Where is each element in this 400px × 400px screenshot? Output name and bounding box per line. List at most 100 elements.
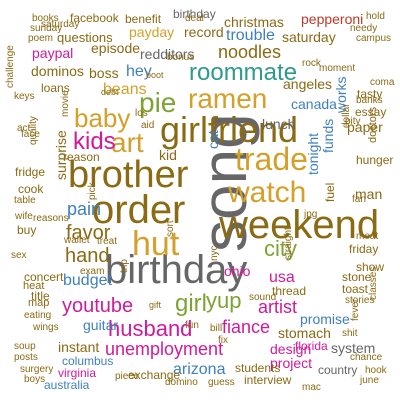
- cloud-word: nyc: [209, 245, 220, 261]
- cloud-word: payday: [129, 24, 175, 40]
- cloud-word: roommate: [189, 59, 298, 86]
- cloud-word: gift: [149, 300, 162, 310]
- cloud-word: buy: [17, 223, 37, 237]
- cloud-word: fuel: [323, 182, 337, 202]
- cloud-word: man: [355, 186, 383, 202]
- cloud-word: table: [14, 195, 36, 206]
- cloud-word: friday: [349, 242, 379, 256]
- cloud-word: angeles: [283, 76, 333, 92]
- cloud-word: cat: [205, 130, 221, 149]
- cloud-word: quality: [28, 116, 39, 145]
- cloud-word: pity: [345, 116, 361, 127]
- cloud-word: soup: [14, 341, 36, 352]
- cloud-word: title: [31, 289, 50, 303]
- cloud-word: hold: [366, 11, 385, 22]
- cloud-word: redditors: [140, 46, 195, 62]
- cloud-word: paypal: [32, 45, 74, 61]
- cloud-word: june: [360, 375, 379, 386]
- cloud-word: husband: [108, 316, 193, 341]
- cloud-word: rock: [302, 58, 321, 69]
- cloud-word: unemployment: [105, 339, 224, 359]
- cloud-word: saturday: [41, 19, 80, 30]
- cloud-word: girl: [175, 290, 208, 317]
- cloud-word: episode: [91, 40, 141, 56]
- cloud-word: show: [356, 260, 385, 274]
- cloud-word: exchange: [128, 368, 181, 382]
- cloud-word: thread: [272, 284, 307, 298]
- cloud-word: debt: [101, 87, 119, 97]
- cloud-word: campus: [356, 33, 392, 44]
- cloud-word: meat: [356, 231, 379, 242]
- cloud-word: treat: [97, 236, 118, 247]
- cloud-word: tonight: [305, 132, 321, 175]
- cloud-word: students: [235, 361, 281, 375]
- cloud-word: record: [184, 24, 224, 40]
- cloud-word: coma: [370, 77, 395, 88]
- cloud-word: mac: [302, 382, 321, 393]
- cloud-word: tasty: [357, 87, 383, 101]
- cloud-word: australia: [44, 378, 90, 392]
- cloud-word: boot: [146, 70, 164, 80]
- cloud-word: questions: [57, 30, 113, 45]
- cloud-word: heat: [23, 280, 45, 292]
- cloud-word: trade: [235, 141, 308, 177]
- cloud-word: pick: [87, 182, 98, 200]
- cloud-word: girlfriend: [160, 109, 299, 150]
- cloud-word: essay: [355, 105, 387, 119]
- cloud-word: art: [111, 127, 144, 158]
- cloud-word: face: [21, 129, 40, 140]
- cloud-word: order: [92, 188, 186, 232]
- cloud-word: canada: [291, 96, 337, 112]
- cloud-word: piece: [115, 371, 139, 382]
- cloud-word: columbus: [62, 354, 114, 368]
- cloud-word: christmas: [224, 14, 284, 30]
- cloud-word: benefit: [125, 12, 162, 26]
- cloud-word: sex: [11, 250, 27, 261]
- cloud-word: map: [28, 297, 50, 309]
- cloud-word: birthday: [105, 248, 248, 292]
- cloud-word: act: [17, 123, 31, 134]
- cloud-word: challenge: [5, 45, 16, 88]
- cloud-word: favor: [66, 222, 111, 244]
- cloud-word: guess: [208, 377, 235, 388]
- cloud-word: system: [331, 340, 376, 356]
- cloud-word: hut: [132, 225, 180, 263]
- cloud-word: wings: [33, 322, 59, 333]
- cloud-word: bonus: [167, 52, 195, 63]
- cloud-word: banks: [356, 95, 383, 106]
- cloud-word: youtube: [62, 295, 134, 317]
- cloud-word: brother: [68, 154, 189, 196]
- cloud-word: chance: [350, 352, 383, 363]
- cloud-word: hook: [365, 365, 387, 376]
- cloud-word: florida: [295, 339, 328, 353]
- cloud-word: sound: [249, 292, 277, 303]
- cloud-word: pie: [139, 87, 177, 118]
- cloud-word: city: [264, 236, 297, 261]
- cloud-word: stone: [342, 270, 372, 284]
- cloud-word: hunger: [356, 153, 394, 167]
- cloud-word: domino: [165, 377, 198, 388]
- cloud-word: moment: [319, 63, 356, 74]
- cloud-word: funds: [320, 118, 336, 153]
- cloud-word: guitar: [83, 317, 119, 333]
- cloud-word: stomach: [278, 325, 331, 341]
- cloud-word: wallet: [64, 235, 90, 246]
- cloud-word: concert: [24, 270, 64, 284]
- cloud-word: jpg: [304, 209, 318, 220]
- cloud-word: fan: [352, 194, 366, 205]
- cloud-word: toast: [342, 282, 369, 296]
- cloud-word: needy: [350, 23, 378, 34]
- cloud-word: design: [270, 341, 312, 357]
- cloud-word: kids: [73, 128, 116, 155]
- cloud-word: baby: [74, 103, 131, 133]
- cloud-word: exam: [80, 266, 105, 277]
- cloud-word: poem: [28, 33, 54, 44]
- cloud-word: pain: [67, 199, 102, 219]
- cloud-word: bill: [210, 323, 223, 334]
- cloud-word: budget: [63, 272, 112, 289]
- cloud-word: sort: [165, 220, 176, 237]
- cloud-word: fridge: [15, 165, 46, 179]
- cloud-word: paper: [347, 119, 383, 135]
- cloud-word: instant: [58, 339, 100, 355]
